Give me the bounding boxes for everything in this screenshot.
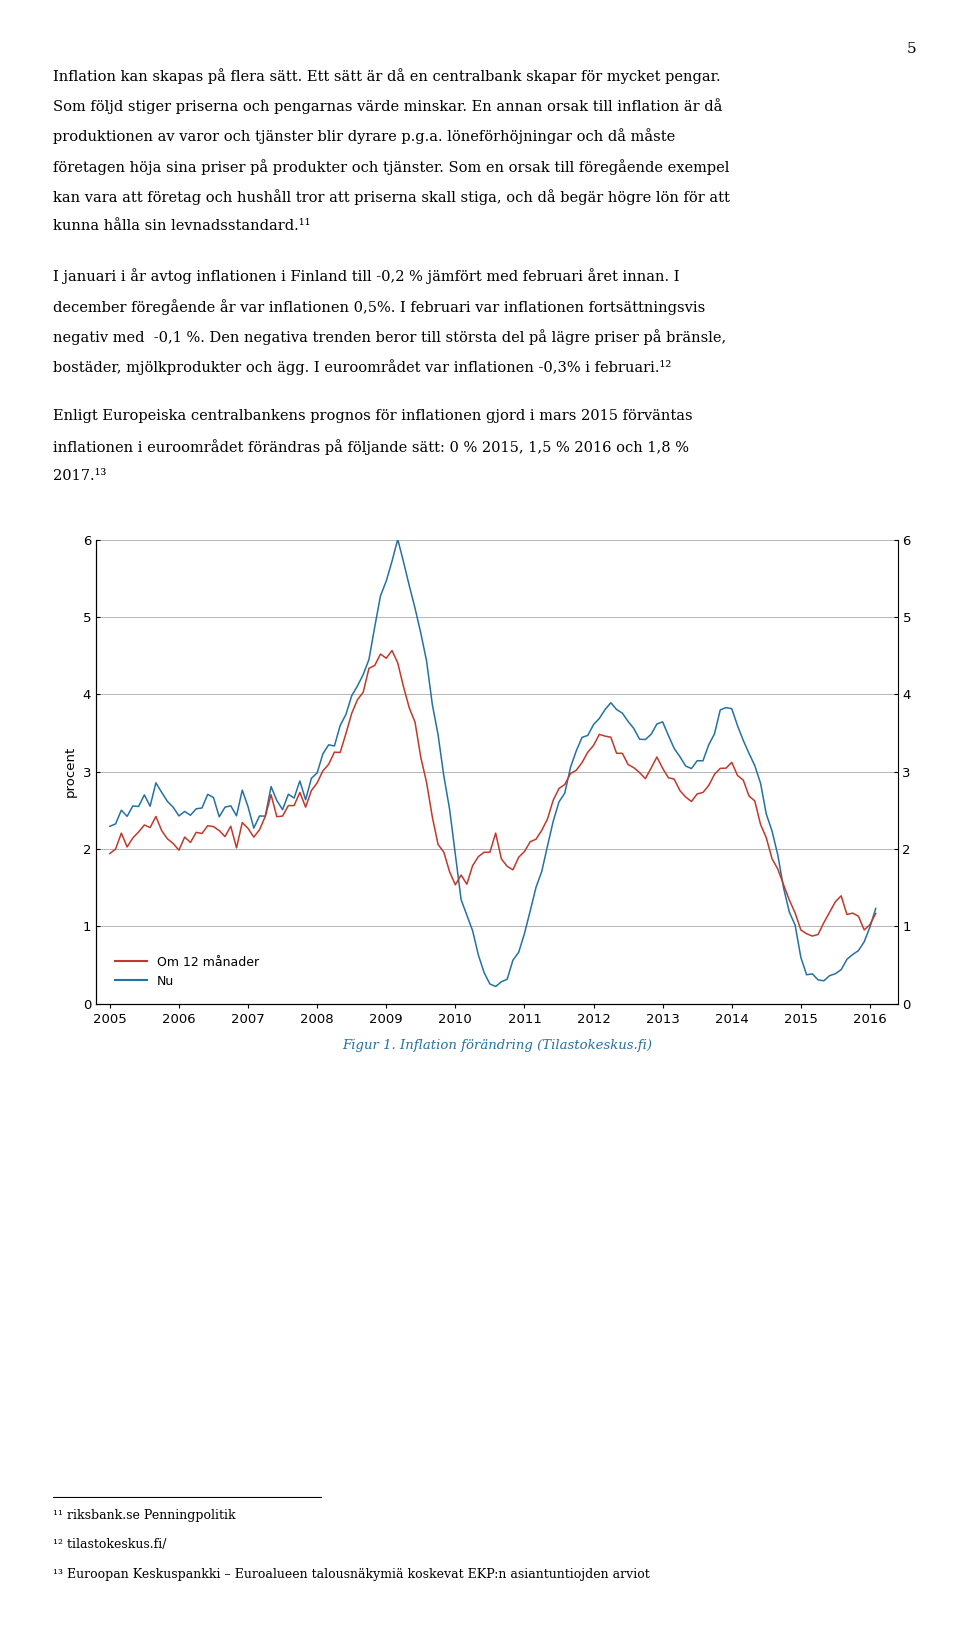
Text: kunna hålla sin levnadsstandard.¹¹: kunna hålla sin levnadsstandard.¹¹ (53, 218, 310, 233)
Text: ¹² tilastokeskus.fi/: ¹² tilastokeskus.fi/ (53, 1538, 166, 1551)
Text: Inflation kan skapas på flera sätt. Ett sätt är då en centralbank skapar för myc: Inflation kan skapas på flera sätt. Ett … (53, 68, 720, 85)
Text: Figur 1. Inflation förändring (Tilastokeskus.fi): Figur 1. Inflation förändring (Tilastoke… (342, 1039, 652, 1052)
Y-axis label: procent: procent (64, 746, 77, 798)
Legend: Om 12 månader, Nu: Om 12 månader, Nu (110, 951, 264, 993)
Text: ¹³ Euroopan Keskuspankki – Euroalueen talousnäkymiä koskevat EKP:n asiantuntiojd: ¹³ Euroopan Keskuspankki – Euroalueen ta… (53, 1568, 650, 1581)
Text: ¹¹ riksbank.se Penningpolitik: ¹¹ riksbank.se Penningpolitik (53, 1509, 235, 1522)
Text: Som följd stiger priserna och pengarnas värde minskar. En annan orsak till infla: Som följd stiger priserna och pengarnas … (53, 98, 722, 114)
Text: företagen höja sina priser på produkter och tjänster. Som en orsak till föregåen: företagen höja sina priser på produkter … (53, 158, 730, 174)
Text: inflationen i euroområdet förändras på följande sätt: 0 % 2015, 1,5 % 2016 och 1: inflationen i euroområdet förändras på f… (53, 438, 688, 454)
Text: I januari i år avtog inflationen i Finland till -0,2 % jämfört med februari året: I januari i år avtog inflationen i Finla… (53, 269, 680, 285)
Text: 2017.¹³: 2017.¹³ (53, 469, 107, 484)
Text: december föregående år var inflationen 0,5%. I februari var inflationen fortsätt: december föregående år var inflationen 0… (53, 298, 705, 314)
Text: kan vara att företag och hushåll tror att priserna skall stiga, och då begär hög: kan vara att företag och hushåll tror at… (53, 189, 730, 205)
Text: negativ med  -0,1 %. Den negativa trenden beror till största del på lägre priser: negativ med -0,1 %. Den negativa trenden… (53, 329, 726, 345)
Text: produktionen av varor och tjänster blir dyrare p.g.a. löneförhöjningar och då må: produktionen av varor och tjänster blir … (53, 129, 675, 145)
Text: 5: 5 (907, 42, 917, 57)
Text: Enligt Europeiska centralbankens prognos för inflationen gjord i mars 2015 förvä: Enligt Europeiska centralbankens prognos… (53, 409, 692, 423)
Text: bostäder, mjölkprodukter och ägg. I euroområdet var inflationen -0,3% i februari: bostäder, mjölkprodukter och ägg. I euro… (53, 358, 671, 374)
